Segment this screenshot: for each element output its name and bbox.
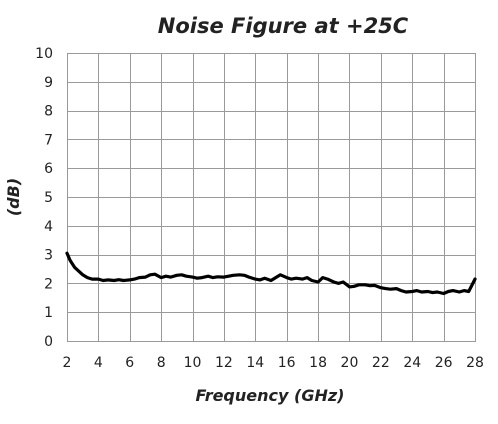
y-tick-label: 2 — [44, 276, 53, 292]
x-tick-label: 16 — [278, 355, 296, 371]
x-axis-title: Frequency (GHz) — [196, 386, 345, 405]
x-tick-label: 28 — [466, 355, 484, 371]
x-tick-label: 18 — [309, 355, 327, 371]
x-axis-ticks: 2 4 6 8 10 12 14 16 18 20 22 24 26 28 — [63, 355, 484, 371]
chart-title: Noise Figure at +25C — [158, 14, 409, 38]
noise-figure-line — [65, 251, 477, 296]
plot-area-frame — [67, 53, 476, 342]
y-tick-label: 6 — [44, 161, 53, 177]
y-tick-label: 0 — [44, 334, 53, 350]
x-tick-label: 22 — [372, 355, 390, 371]
y-tick-label: 9 — [44, 75, 53, 91]
x-tick-label: 6 — [125, 355, 134, 371]
y-axis-ticks: 0 1 2 3 4 5 6 7 8 9 10 — [35, 46, 53, 350]
y-tick-label: 1 — [44, 305, 53, 321]
y-tick-label: 3 — [44, 248, 53, 264]
y-tick-label: 4 — [44, 219, 53, 235]
y-tick-label: 8 — [44, 104, 53, 120]
x-tick-label: 20 — [341, 355, 359, 371]
x-tick-label: 14 — [246, 355, 264, 371]
y-tick-label: 5 — [44, 190, 53, 206]
series-layer — [65, 251, 477, 296]
x-tick-label: 26 — [435, 355, 453, 371]
x-tick-label: 24 — [403, 355, 421, 371]
y-axis-title: (dB) — [4, 178, 23, 216]
x-tick-label: 8 — [157, 355, 166, 371]
y-tick-label: 10 — [35, 46, 53, 62]
y-tick-label: 7 — [44, 132, 53, 148]
grid-layer — [67, 53, 476, 342]
x-tick-label: 2 — [63, 355, 72, 371]
x-tick-label: 10 — [184, 355, 202, 371]
x-tick-label: 4 — [94, 355, 103, 371]
x-tick-label: 12 — [215, 355, 233, 371]
